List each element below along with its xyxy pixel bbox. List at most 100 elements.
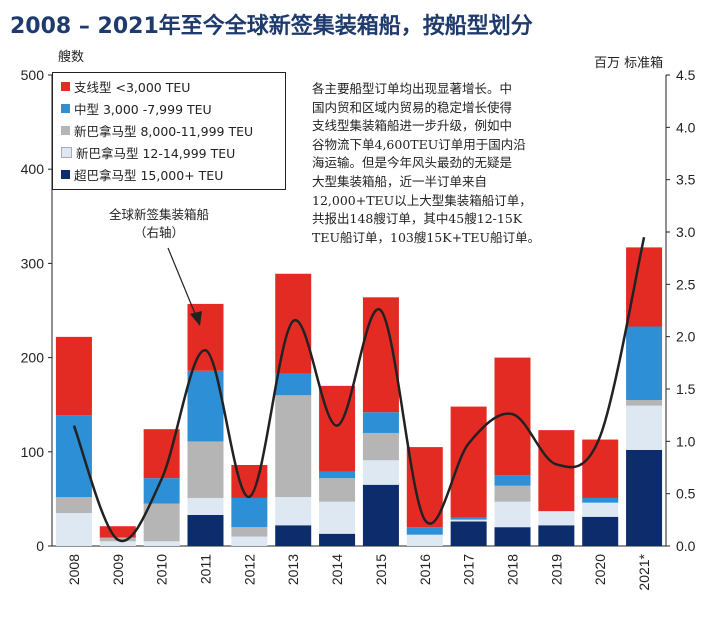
bar-segment bbox=[494, 485, 531, 502]
bar-segment bbox=[582, 502, 619, 517]
bar-segment bbox=[319, 471, 356, 479]
note-line: 谷物流下单4,600TEU订单用于国内沿 bbox=[312, 136, 526, 152]
chart-title: 2008 – 2021年至今全球新签集装箱船，按船型划分 bbox=[10, 14, 533, 39]
bar-segment bbox=[187, 441, 224, 498]
x-tick-label: 2020 bbox=[592, 554, 608, 585]
bar-segment bbox=[143, 503, 180, 542]
bar-segment bbox=[99, 526, 136, 538]
legend-item: 中型 3,000 -7,999 TEU bbox=[61, 98, 212, 118]
bar-segment bbox=[275, 395, 312, 498]
legend: 支线型 <3,000 TEU 中型 3,000 -7,999 TEU 新巴拿马型 8… bbox=[52, 72, 286, 190]
y2-axis-title: 百万 标准箱 bbox=[594, 56, 664, 71]
y-tick-label: 100 bbox=[21, 444, 45, 460]
bar-segment bbox=[362, 412, 399, 433]
x-tick-label: 2019 bbox=[548, 554, 564, 585]
y2-tick-label: 4.5 bbox=[676, 67, 696, 83]
x-tick-label: 2015 bbox=[373, 554, 389, 585]
y-axis-title: 艘数 bbox=[58, 50, 85, 65]
bar-segment bbox=[406, 527, 443, 535]
bar-segment bbox=[275, 497, 312, 526]
y2-tick-label: 1.0 bbox=[676, 433, 696, 449]
x-tick-label: 2013 bbox=[285, 554, 301, 585]
bar-segment bbox=[362, 484, 399, 546]
x-tick-label: 2009 bbox=[110, 554, 126, 585]
bar-segment bbox=[582, 439, 619, 498]
legend-item: 支线型 <3,000 TEU bbox=[61, 76, 190, 96]
x-tick-label: 2016 bbox=[417, 554, 433, 585]
legend-swatch bbox=[61, 81, 70, 91]
bar-segment bbox=[319, 533, 356, 546]
y-tick-label: 200 bbox=[21, 350, 45, 366]
x-tick-label: 2017 bbox=[461, 554, 477, 585]
legend-item: 新巴拿马型 12-14,999 TEU bbox=[61, 142, 235, 162]
callout-line-1: 全球新签集装箱船 bbox=[108, 207, 209, 222]
bar-segment bbox=[626, 326, 663, 400]
y-tick-label: 500 bbox=[21, 67, 45, 83]
bar-segment bbox=[55, 497, 92, 514]
note-line: 支线型集装箱船进一步升级，例如中 bbox=[312, 118, 513, 134]
note-line: 海运输。但是今年风头最劲的无疑是 bbox=[312, 155, 513, 171]
bar-segment bbox=[55, 513, 92, 546]
legend-item: 超巴拿马型 15,000+ TEU bbox=[61, 164, 223, 184]
y2-tick-label: 0.5 bbox=[676, 486, 696, 502]
bar-segment bbox=[406, 534, 443, 546]
line-series bbox=[72, 236, 646, 543]
bar-segment bbox=[143, 478, 180, 504]
x-tick-label: 2021* bbox=[636, 553, 652, 590]
bar-segment bbox=[99, 541, 136, 546]
legend-swatch bbox=[61, 125, 70, 135]
legend-swatch bbox=[61, 169, 70, 179]
bar-segment bbox=[143, 541, 180, 546]
bar-segment bbox=[582, 516, 619, 546]
bar-segment bbox=[450, 517, 487, 520]
x-tick-label: 2018 bbox=[505, 554, 521, 585]
note-line: 国内贸和区域内贸易的稳定增长使得 bbox=[312, 99, 513, 115]
bar-segment bbox=[582, 497, 619, 503]
y2-tick-label: 0.0 bbox=[676, 538, 696, 554]
y-tick-label: 400 bbox=[21, 161, 45, 177]
legend-label: 中型 3,000 -7,999 TEU bbox=[74, 101, 212, 117]
annotation-note: 各主要船型订单均出现显著增长。中 国内贸和区域内贸易的稳定增长使得 支线型集装箱船进… bbox=[312, 80, 612, 247]
legend-label: 新巴拿马型 12-14,999 TEU bbox=[76, 145, 236, 161]
y-tick-label: 0 bbox=[36, 538, 44, 554]
callout-arrow-line bbox=[167, 247, 197, 317]
bar-segment bbox=[626, 399, 663, 406]
bar-segment bbox=[626, 405, 663, 450]
y2-tick-label: 4.0 bbox=[676, 119, 696, 135]
y2-tick-label: 1.5 bbox=[676, 381, 696, 397]
x-tick-label: 2008 bbox=[66, 554, 82, 585]
bar-segment bbox=[362, 432, 399, 461]
y2-tick-label: 3.5 bbox=[676, 172, 696, 188]
legend-swatch bbox=[61, 103, 70, 113]
bar-segment bbox=[187, 497, 224, 515]
legend-label: 新巴拿马型 8,000-11,999 TEU bbox=[74, 123, 254, 139]
bar-segment bbox=[450, 406, 487, 518]
bar-segment bbox=[319, 501, 356, 534]
bar-segment bbox=[55, 336, 92, 416]
bar-segment bbox=[494, 475, 531, 486]
x-tick-label: 2010 bbox=[154, 554, 170, 585]
bar-segment bbox=[231, 536, 268, 546]
note-line: TEU船订单，103艘15K+TEU船订单。 bbox=[312, 229, 541, 245]
x-tick-label: 2014 bbox=[329, 554, 345, 585]
y2-tick-label: 2.0 bbox=[676, 329, 696, 345]
y2-tick-label: 3.0 bbox=[676, 224, 696, 240]
bar-segment bbox=[362, 460, 399, 485]
bar-segment bbox=[538, 430, 575, 512]
callout-arrow-head bbox=[190, 311, 202, 326]
x-tick-label: 2012 bbox=[241, 554, 257, 585]
bar-segment bbox=[626, 247, 663, 327]
bar-segment bbox=[538, 511, 575, 526]
bar-segment bbox=[494, 527, 531, 546]
x-tick-label: 2011 bbox=[198, 554, 214, 584]
bar-segment bbox=[406, 447, 443, 528]
bar-segment bbox=[538, 525, 575, 546]
bar-segment bbox=[450, 521, 487, 546]
y-tick-label: 300 bbox=[21, 255, 45, 271]
bar-segment bbox=[275, 525, 312, 546]
note-line: 大型集装箱船，近一半订单来自 bbox=[312, 173, 488, 189]
legend-item: 新巴拿马型 8,000-11,999 TEU bbox=[61, 120, 253, 140]
bar-segment bbox=[187, 514, 224, 546]
bar-segment bbox=[319, 478, 356, 502]
